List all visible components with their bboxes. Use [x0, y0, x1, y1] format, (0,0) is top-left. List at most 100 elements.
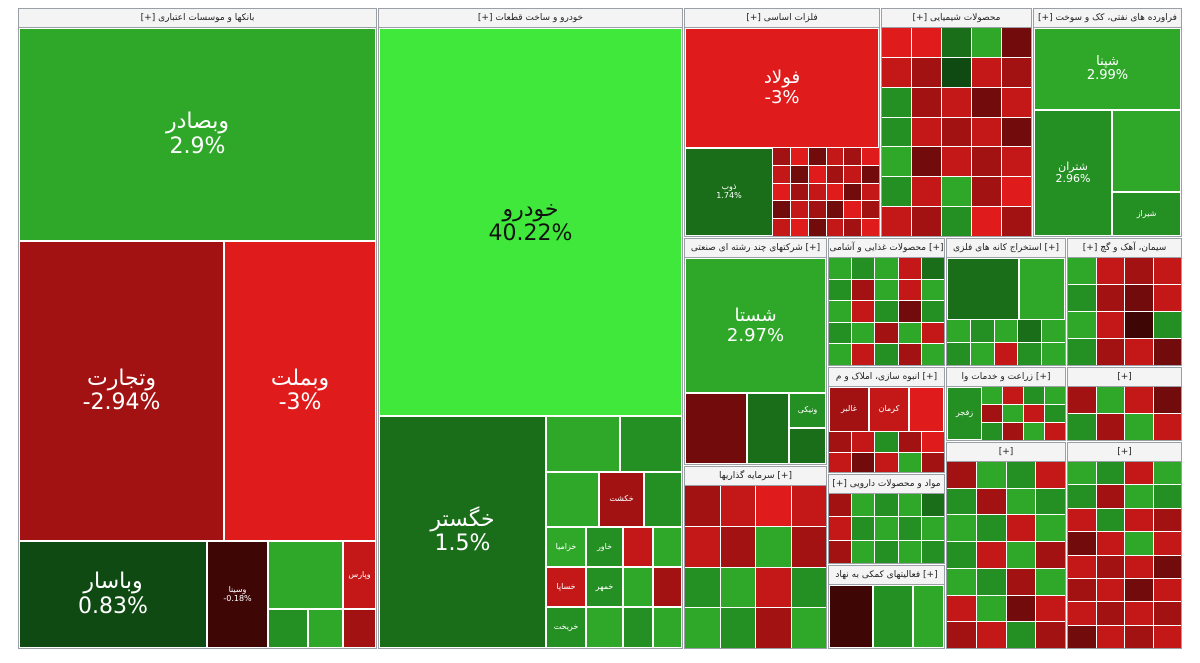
mosaic-cell[interactable]	[976, 515, 1006, 542]
tile-khazam[interactable]: خزامیا	[546, 527, 586, 567]
sector-materials[interactable]: مواد و محصولات دارویی [+]	[828, 474, 945, 564]
mosaic-cell[interactable]	[921, 432, 944, 452]
mosaic-cell[interactable]	[1036, 542, 1065, 568]
mosaic-cell[interactable]	[972, 57, 1001, 87]
mosaic-cell[interactable]	[882, 177, 911, 207]
mosaic-cell[interactable]	[1125, 462, 1153, 485]
mosaic-cell[interactable]	[1024, 423, 1044, 440]
sector-cement[interactable]: سیمان، آهک و گچ [+]	[1067, 238, 1182, 366]
sector-header-food[interactable]: [+] محصولات غذایی و آشامی	[829, 239, 944, 258]
mosaic-cell[interactable]	[898, 517, 921, 540]
mosaic-cell[interactable]	[844, 148, 862, 165]
mosaic-cell[interactable]	[1036, 515, 1065, 542]
mosaic-cell[interactable]	[1024, 405, 1044, 422]
tile-multi-s1[interactable]	[685, 393, 747, 464]
mosaic-cell[interactable]	[947, 595, 976, 622]
mosaic-cell[interactable]	[756, 526, 791, 567]
tile-khavar[interactable]: خاور	[586, 527, 623, 567]
mosaic-cell[interactable]	[808, 148, 826, 165]
mosaic-cell[interactable]	[982, 387, 1002, 404]
mosaic-cell[interactable]	[875, 540, 898, 563]
mosaic-cell[interactable]	[921, 258, 944, 279]
mosaic-cell[interactable]	[1096, 508, 1124, 532]
mosaic-cell[interactable]	[1068, 602, 1096, 625]
mosaic-cell[interactable]	[790, 148, 808, 165]
mosaic-cell[interactable]	[852, 452, 875, 472]
mosaic-cell[interactable]	[852, 258, 875, 279]
mosaic-cell[interactable]	[1153, 387, 1181, 413]
mosaic-cell[interactable]	[862, 183, 879, 201]
tile-bank-small-2[interactable]	[268, 609, 308, 648]
mosaic-cell[interactable]	[829, 322, 852, 344]
mosaic-cell[interactable]	[947, 622, 976, 648]
mosaic-cell[interactable]	[1068, 625, 1096, 648]
mosaic-cell[interactable]	[1125, 508, 1153, 532]
mosaic-cell[interactable]	[976, 542, 1006, 568]
tile-vpars[interactable]: وپارس	[343, 541, 376, 609]
mosaic-cell[interactable]	[791, 526, 826, 567]
mosaic-cell[interactable]	[756, 567, 791, 608]
mosaic-cell[interactable]	[844, 183, 862, 201]
mosaic-cell[interactable]	[1125, 258, 1153, 284]
tile-multi-s2[interactable]	[747, 393, 789, 464]
mosaic-cell[interactable]	[1125, 555, 1153, 578]
sector-header-multi[interactable]: [+] شرکتهای چند رشته ای صنعتی	[685, 239, 826, 258]
mosaic-cell[interactable]	[720, 526, 755, 567]
mosaic-cell[interactable]	[898, 344, 921, 365]
sector-chemicals[interactable]: محصولات شیمیایی [+]	[881, 8, 1032, 237]
mosaic-cell[interactable]	[1153, 258, 1181, 284]
mosaic-cell[interactable]	[1002, 177, 1031, 207]
tile-bank-small-4[interactable]	[343, 609, 376, 648]
mosaic-cell[interactable]	[875, 258, 898, 279]
mosaic-cell[interactable]	[829, 452, 852, 472]
mosaic-cell[interactable]	[808, 165, 826, 183]
mosaic-cell[interactable]	[1006, 595, 1036, 622]
mosaic-cell[interactable]	[1096, 462, 1124, 485]
mosaic-cell[interactable]	[1153, 462, 1181, 485]
mosaic-cell[interactable]	[756, 608, 791, 648]
mosaic-cell[interactable]	[947, 320, 970, 342]
mosaic-cell[interactable]	[808, 183, 826, 201]
sector-oil[interactable]: فراورده های نفتی، کک و سوخت [+] شپنا 2.9…	[1033, 8, 1182, 237]
mosaic-cell[interactable]	[875, 452, 898, 472]
sector-header-cement[interactable]: سیمان، آهک و گچ [+]	[1068, 239, 1181, 258]
mosaic-cell[interactable]	[829, 517, 852, 540]
mosaic-cell[interactable]	[1036, 622, 1065, 648]
mosaic-cell[interactable]	[1096, 312, 1124, 338]
mosaic-cell[interactable]	[1068, 285, 1096, 311]
mosaic-cell[interactable]	[942, 28, 971, 57]
mosaic-cell[interactable]	[994, 343, 1018, 365]
mosaic-cell[interactable]	[898, 494, 921, 517]
sector-header-right-1[interactable]: [+]	[1068, 368, 1181, 387]
mosaic-cell[interactable]	[942, 117, 971, 147]
mosaic-cell[interactable]	[898, 301, 921, 322]
mosaic-cell[interactable]	[773, 148, 790, 165]
mosaic-cell[interactable]	[1153, 285, 1181, 311]
tile-bank-small-3[interactable]	[308, 609, 343, 648]
mosaic-cell[interactable]	[882, 28, 911, 57]
mosaic-cell[interactable]	[844, 165, 862, 183]
mosaic-cell[interactable]	[862, 148, 879, 165]
tile-khodro[interactable]: خودرو 40.22%	[379, 28, 682, 416]
mosaic-cell[interactable]	[852, 517, 875, 540]
mosaic-cell[interactable]	[972, 117, 1001, 147]
mosaic-cell[interactable]	[829, 301, 852, 322]
mosaic-cell[interactable]	[791, 567, 826, 608]
mosaic-cell[interactable]	[921, 540, 944, 563]
mosaic-cell[interactable]	[1002, 87, 1031, 117]
mosaic-cell[interactable]	[1153, 532, 1181, 555]
sector-misc-2[interactable]: [+]	[1067, 442, 1182, 649]
mosaic-cell[interactable]	[1003, 387, 1023, 404]
mosaic-cell[interactable]	[685, 608, 720, 648]
mosaic-cell[interactable]	[1068, 532, 1096, 555]
mosaic-cell[interactable]	[852, 432, 875, 452]
mosaic-cell[interactable]	[1096, 387, 1124, 413]
mosaic-cell[interactable]	[898, 322, 921, 344]
mosaic-cell[interactable]	[862, 165, 879, 183]
mosaic-cell[interactable]	[826, 219, 844, 236]
sector-financial[interactable]: [+] فعالیتهای کمکی به نهاد	[828, 565, 945, 649]
mosaic-cell[interactable]	[852, 494, 875, 517]
mosaic-cell[interactable]	[1068, 555, 1096, 578]
mosaic-cell[interactable]	[852, 279, 875, 301]
mosaic-cell[interactable]	[685, 567, 720, 608]
